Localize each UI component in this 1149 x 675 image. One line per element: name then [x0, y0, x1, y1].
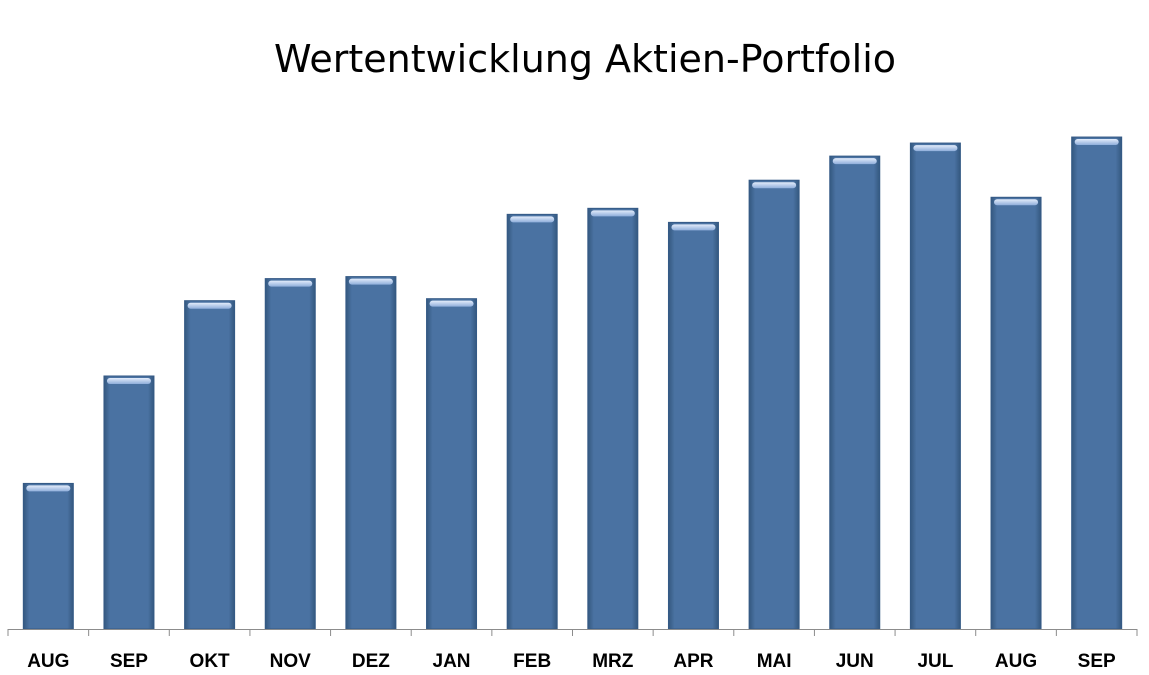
bar-cap-13 [1074, 139, 1119, 146]
bar-cap-11 [913, 145, 958, 152]
bar-aug-12 [990, 196, 1042, 630]
x-tick-label-6: FEB [513, 651, 551, 672]
bar-mrz-7 [587, 207, 639, 630]
bar-aug-0 [22, 482, 74, 630]
bar-nov-3 [264, 278, 316, 630]
bar-jan-5 [426, 298, 478, 630]
bar-cap-7 [590, 210, 635, 217]
x-tick-label-5: JAN [433, 651, 471, 672]
bar-cap-5 [429, 300, 474, 307]
bar-apr-8 [667, 221, 719, 630]
bar-feb-6 [506, 213, 558, 630]
bar-sep-13 [1071, 136, 1123, 630]
x-tick-label-7: MRZ [592, 651, 634, 672]
x-axis [7, 629, 1138, 636]
bar-sep-1 [103, 375, 155, 630]
bar-okt-2 [184, 300, 236, 630]
bar-cap-12 [994, 199, 1039, 206]
x-tick-label-1: SEP [110, 651, 148, 672]
bars-group [22, 136, 1123, 630]
bar-cap-9 [752, 182, 797, 189]
bar-cap-4 [348, 278, 393, 285]
bar-cap-3 [268, 280, 313, 287]
bar-cap-1 [106, 377, 151, 384]
bar-cap-8 [671, 224, 716, 231]
x-tick-label-11: JUL [917, 651, 953, 672]
x-tick-label-4: DEZ [352, 651, 390, 672]
bar-mai-9 [748, 179, 800, 630]
x-tick-labels: AUG SEP OKT NOV DEZ JAN FEB MRZ APR MAI JUN JUL AUG S… [27, 651, 1116, 672]
x-tick-label-10: JUN [836, 651, 874, 672]
bar-jul-11 [909, 142, 961, 630]
x-tick-label-8: APR [673, 651, 713, 672]
x-tick-label-13: SEP [1078, 651, 1116, 672]
bar-cap-0 [26, 485, 71, 492]
bar-cap-6 [510, 216, 555, 223]
bar-cap-2 [187, 302, 232, 309]
bar-cap-10 [832, 158, 877, 165]
bar-jun-10 [829, 155, 881, 630]
x-tick-label-0: AUG [27, 651, 69, 672]
x-tick-label-9: MAI [757, 651, 792, 672]
x-tick-label-2: OKT [190, 651, 231, 672]
chart-title: Wertentwicklung Aktien-Portfolio [274, 37, 896, 81]
x-tick-label-12: AUG [995, 651, 1037, 672]
bar-dez-4 [345, 276, 397, 630]
x-tick-label-3: NOV [270, 651, 312, 672]
